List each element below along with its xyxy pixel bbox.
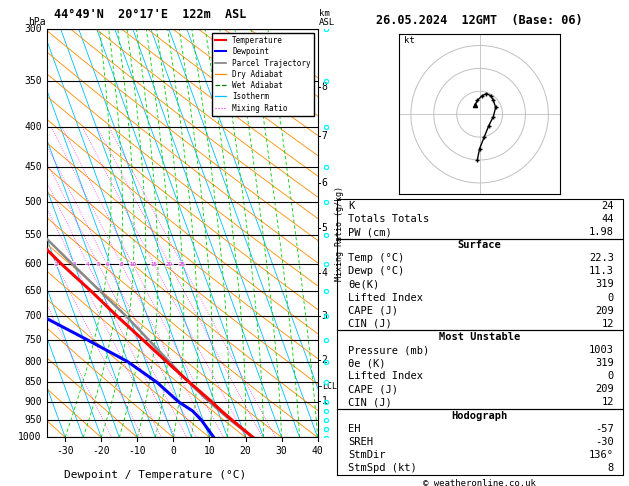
Text: Temp (°C): Temp (°C) (348, 253, 404, 263)
Text: km
ASL: km ASL (319, 9, 335, 27)
Text: CIN (J): CIN (J) (348, 319, 392, 329)
Text: -30: -30 (596, 437, 614, 447)
Text: 750: 750 (24, 335, 42, 345)
Text: 1.98: 1.98 (589, 227, 614, 237)
Text: K: K (348, 201, 354, 211)
Text: Mixing Ratio (g/kg): Mixing Ratio (g/kg) (335, 186, 344, 281)
Text: 2: 2 (55, 261, 58, 267)
Text: 3: 3 (321, 312, 328, 321)
Text: © weatheronline.co.uk: © weatheronline.co.uk (423, 479, 536, 486)
Text: 12: 12 (601, 398, 614, 407)
Text: Totals Totals: Totals Totals (348, 214, 429, 224)
Text: 24: 24 (601, 201, 614, 211)
Text: 12: 12 (601, 319, 614, 329)
Text: kt: kt (404, 36, 415, 45)
Text: PW (cm): PW (cm) (348, 227, 392, 237)
Text: 44: 44 (601, 214, 614, 224)
Text: 15: 15 (150, 261, 157, 267)
Text: 40: 40 (312, 446, 323, 455)
Text: 300: 300 (24, 24, 42, 34)
Text: Lifted Index: Lifted Index (348, 293, 423, 303)
Text: θe (K): θe (K) (348, 358, 386, 368)
Text: 26.05.2024  12GMT  (Base: 06): 26.05.2024 12GMT (Base: 06) (376, 15, 583, 27)
Text: 400: 400 (24, 122, 42, 132)
Text: 850: 850 (24, 377, 42, 387)
Text: 136°: 136° (589, 450, 614, 460)
Text: Lifted Index: Lifted Index (348, 371, 423, 381)
Text: 10: 10 (129, 261, 136, 267)
Text: 900: 900 (24, 397, 42, 407)
Text: 0: 0 (608, 293, 614, 303)
Text: 500: 500 (24, 197, 42, 208)
Legend: Temperature, Dewpoint, Parcel Trajectory, Dry Adiabat, Wet Adiabat, Isotherm, Mi: Temperature, Dewpoint, Parcel Trajectory… (211, 33, 314, 116)
Text: 20: 20 (240, 446, 252, 455)
Text: -30: -30 (57, 446, 74, 455)
Text: CAPE (J): CAPE (J) (348, 306, 398, 316)
Text: Dewp (°C): Dewp (°C) (348, 266, 404, 277)
Text: 8: 8 (608, 463, 614, 473)
Text: hPa: hPa (28, 17, 46, 27)
Text: LCL: LCL (321, 382, 337, 391)
Text: Surface: Surface (458, 240, 501, 250)
Text: EH: EH (348, 424, 360, 434)
Text: 319: 319 (596, 358, 614, 368)
Text: 8: 8 (120, 261, 123, 267)
Text: 450: 450 (24, 162, 42, 172)
Text: 1003: 1003 (589, 345, 614, 355)
Text: 22.3: 22.3 (589, 253, 614, 263)
Text: 209: 209 (596, 384, 614, 394)
Text: -57: -57 (596, 424, 614, 434)
Text: 350: 350 (24, 76, 42, 87)
Text: 0: 0 (170, 446, 176, 455)
Text: 5: 5 (96, 261, 100, 267)
Text: 25: 25 (179, 261, 186, 267)
Text: 5: 5 (321, 224, 328, 233)
Text: CAPE (J): CAPE (J) (348, 384, 398, 394)
Text: 30: 30 (276, 446, 287, 455)
Text: 10: 10 (204, 446, 215, 455)
Text: Hodograph: Hodograph (452, 411, 508, 420)
Text: 1000: 1000 (18, 433, 42, 442)
Text: 0: 0 (608, 371, 614, 381)
Text: θe(K): θe(K) (348, 279, 379, 290)
Text: 700: 700 (24, 312, 42, 321)
Text: 11.3: 11.3 (589, 266, 614, 277)
Text: 4: 4 (321, 268, 328, 278)
Text: 4: 4 (86, 261, 89, 267)
Text: SREH: SREH (348, 437, 373, 447)
Text: -20: -20 (92, 446, 110, 455)
Text: 7: 7 (321, 131, 328, 141)
Text: -10: -10 (128, 446, 146, 455)
Text: 44°49'N  20°17'E  122m  ASL: 44°49'N 20°17'E 122m ASL (53, 8, 246, 21)
Text: 209: 209 (596, 306, 614, 316)
Text: 1: 1 (321, 396, 328, 406)
Text: 550: 550 (24, 230, 42, 240)
Text: 6: 6 (105, 261, 109, 267)
Text: 600: 600 (24, 259, 42, 269)
Text: StmSpd (kt): StmSpd (kt) (348, 463, 417, 473)
Text: 950: 950 (24, 415, 42, 425)
Text: CIN (J): CIN (J) (348, 398, 392, 407)
Text: 800: 800 (24, 357, 42, 367)
Text: 8: 8 (321, 82, 328, 92)
Text: Most Unstable: Most Unstable (439, 332, 520, 342)
Text: 6: 6 (321, 178, 328, 188)
Text: 2: 2 (321, 355, 328, 364)
Text: 650: 650 (24, 286, 42, 296)
Text: Dewpoint / Temperature (°C): Dewpoint / Temperature (°C) (64, 470, 247, 480)
Text: Pressure (mb): Pressure (mb) (348, 345, 429, 355)
Text: 319: 319 (596, 279, 614, 290)
Text: 3: 3 (73, 261, 76, 267)
Text: 20: 20 (166, 261, 173, 267)
Text: StmDir: StmDir (348, 450, 386, 460)
